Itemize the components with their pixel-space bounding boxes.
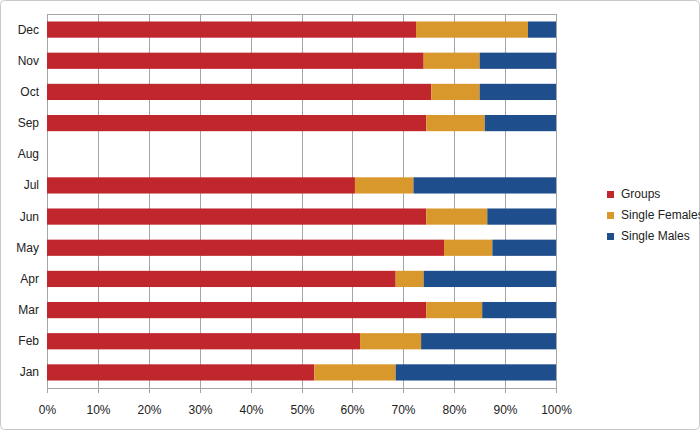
bar-segment xyxy=(47,177,355,193)
bar-segment xyxy=(360,333,421,349)
legend-swatch xyxy=(607,212,614,219)
bar-segment xyxy=(492,240,556,256)
bar-segment xyxy=(396,271,424,287)
bar-segment xyxy=(47,271,396,287)
plot-frame xyxy=(48,15,557,389)
bar-segment xyxy=(47,240,444,256)
chart-border xyxy=(1,1,700,430)
category-label: Nov xyxy=(18,54,39,68)
bar-segment xyxy=(424,271,556,287)
grid-line xyxy=(454,14,455,388)
bar-segment xyxy=(444,240,492,256)
legend-swatch xyxy=(607,233,614,240)
category-label: Mar xyxy=(18,303,39,317)
tick-label: 70% xyxy=(391,403,415,417)
bar-segment xyxy=(355,177,414,193)
grid-line xyxy=(200,14,201,388)
category-label: Jan xyxy=(20,365,39,379)
category-label: Aug xyxy=(18,147,39,161)
grid-line xyxy=(251,14,252,388)
category-label: Jul xyxy=(24,178,39,192)
bar-segment xyxy=(528,21,556,37)
grid-line xyxy=(403,14,404,388)
tick-label: 0% xyxy=(39,403,57,417)
bar-segment xyxy=(47,302,426,318)
bar-segment xyxy=(487,208,556,224)
bars xyxy=(47,21,556,380)
bar-segment xyxy=(413,177,556,193)
bar-segment xyxy=(480,53,556,69)
tick-label: 20% xyxy=(137,403,161,417)
bar-segment xyxy=(485,115,556,131)
bar-segment xyxy=(47,53,424,69)
category-label: Jun xyxy=(20,210,39,224)
legend-label: Groups xyxy=(621,187,660,201)
bar-segment xyxy=(416,21,528,37)
bar-segment xyxy=(480,84,556,100)
category-label: Feb xyxy=(18,334,39,348)
grid-line xyxy=(352,14,353,388)
category-label: Sep xyxy=(18,116,40,130)
bar-segment xyxy=(426,302,482,318)
bar-segment xyxy=(47,364,314,380)
bar-segment xyxy=(47,84,431,100)
legend-label: Single Males xyxy=(621,229,690,243)
grid-line xyxy=(505,14,506,388)
tick-label: 50% xyxy=(290,403,314,417)
bar-segment xyxy=(396,364,556,380)
bar-segment xyxy=(314,364,395,380)
bar-segment xyxy=(47,115,426,131)
tick-label: 80% xyxy=(442,403,466,417)
grid-line xyxy=(149,14,150,388)
bar-segment xyxy=(424,53,480,69)
tick-label: 100% xyxy=(541,403,572,417)
tick-label: 10% xyxy=(86,403,110,417)
grid-line xyxy=(98,14,99,388)
category-label: May xyxy=(16,241,39,255)
category-label: Oct xyxy=(20,85,39,99)
grid-line xyxy=(302,14,303,388)
bar-segment xyxy=(47,21,416,37)
tick-label: 40% xyxy=(239,403,263,417)
bar-segment xyxy=(426,115,485,131)
category-label: Apr xyxy=(20,272,39,286)
category-label: Dec xyxy=(18,23,39,37)
legend-swatch xyxy=(607,191,614,198)
tick-label: 60% xyxy=(340,403,364,417)
bar-segment xyxy=(482,302,556,318)
bar-segment xyxy=(421,333,556,349)
bar-segment xyxy=(426,208,487,224)
tick-label: 30% xyxy=(188,403,212,417)
tick-label: 90% xyxy=(493,403,517,417)
bar-segment xyxy=(47,208,426,224)
bar-segment xyxy=(47,333,360,349)
chart: 0% 10% 20% 30% 40% 50% 60% 70% 80% 90% 100% Jan Feb M… xyxy=(0,0,700,430)
legend-label: Single Females xyxy=(621,208,700,222)
bar-segment xyxy=(431,84,479,100)
